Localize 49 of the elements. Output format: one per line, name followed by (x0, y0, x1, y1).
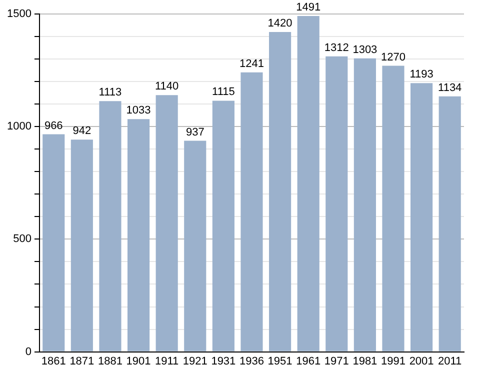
x-tick-label: 2011 (438, 355, 462, 368)
data-label: 1193 (410, 68, 434, 81)
bar (410, 83, 433, 352)
data-label: 1303 (352, 44, 378, 56)
data-label: 1270 (381, 51, 406, 64)
x-tick-label: 1936 (239, 355, 264, 368)
x-tick-label: 1971 (324, 355, 349, 368)
bar (212, 100, 234, 352)
y-tick-label: 1000 (6, 120, 32, 133)
x-tick-label: 1961 (296, 355, 321, 368)
data-label: 1420 (268, 18, 292, 30)
x-tick-label: 2001 (409, 355, 434, 368)
bar (184, 140, 206, 352)
bar (127, 119, 150, 352)
bar (269, 32, 292, 352)
data-label: 1113 (98, 86, 122, 99)
x-tick-label: 1991 (381, 355, 406, 368)
x-tick-label: 1861 (41, 355, 66, 368)
bar (297, 16, 320, 352)
bar (240, 72, 263, 352)
x-tick-label: 1921 (182, 355, 208, 368)
x-tick-label: 1881 (98, 355, 122, 368)
data-label: 1134 (438, 82, 462, 94)
bar (99, 101, 122, 352)
x-tick-label: 1981 (352, 355, 378, 368)
data-label: 1033 (126, 104, 151, 117)
bar (156, 95, 178, 352)
x-tick-label: 1911 (155, 355, 179, 368)
data-label: 1140 (155, 80, 179, 93)
data-label: 1491 (296, 2, 321, 14)
x-tick-label: 1901 (126, 355, 151, 368)
data-label: 937 (186, 126, 204, 138)
bar (326, 56, 348, 352)
data-label: 1312 (324, 42, 349, 54)
y-tick-label: 0 (25, 346, 32, 358)
data-label: 1241 (239, 58, 264, 70)
bar (70, 140, 93, 352)
bar (438, 96, 461, 352)
bar (382, 66, 404, 352)
x-tick-label: 1931 (211, 355, 236, 368)
bar (42, 134, 65, 352)
x-tick-label: 1871 (70, 355, 94, 368)
y-tick-label: 500 (13, 233, 32, 246)
data-label: 942 (72, 125, 92, 138)
bar (354, 58, 376, 352)
x-tick-label: 1951 (268, 355, 292, 368)
data-label: 1115 (212, 86, 235, 98)
y-tick-label: 1500 (6, 8, 32, 20)
data-label: 966 (44, 120, 63, 132)
